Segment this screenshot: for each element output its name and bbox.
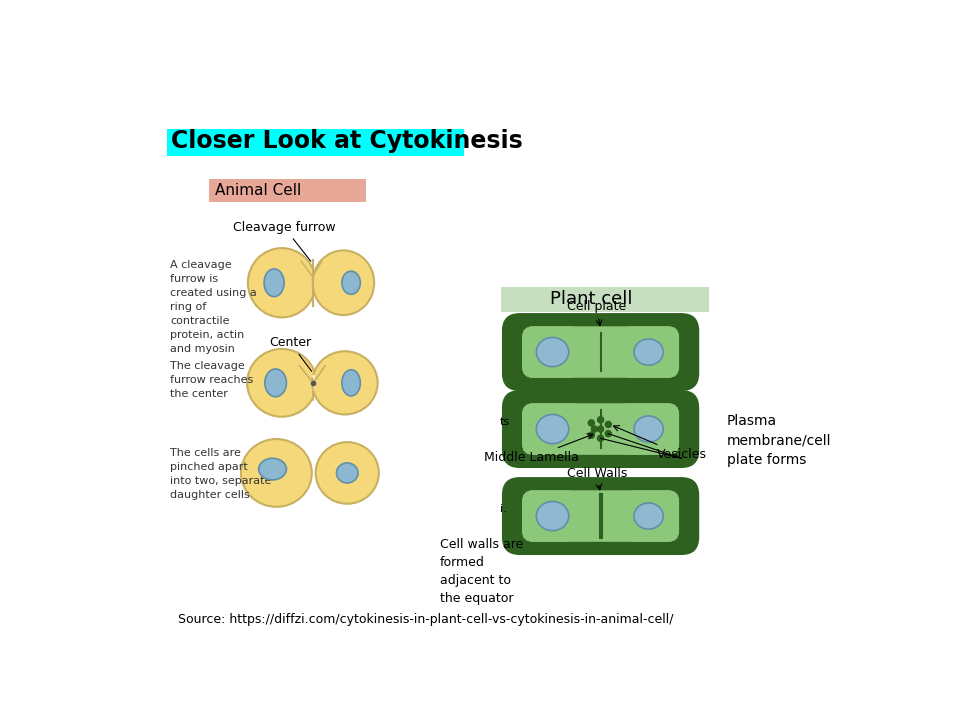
Circle shape xyxy=(597,426,604,432)
FancyBboxPatch shape xyxy=(597,488,632,544)
Circle shape xyxy=(588,432,594,438)
Text: Source: https://diffzi.com/cytokinesis-in-plant-cell-vs-cytokinesis-in-animal-ce: Source: https://diffzi.com/cytokinesis-i… xyxy=(178,613,673,626)
FancyBboxPatch shape xyxy=(502,477,699,555)
FancyBboxPatch shape xyxy=(598,403,628,455)
Text: A cleavage
furrow is
created using a
ring of
contractile
protein, actin
and myos: A cleavage furrow is created using a rin… xyxy=(170,260,257,354)
Text: Cell plate: Cell plate xyxy=(567,300,626,325)
Ellipse shape xyxy=(258,459,286,480)
Ellipse shape xyxy=(264,269,284,297)
Ellipse shape xyxy=(336,463,358,483)
Circle shape xyxy=(605,421,612,428)
FancyBboxPatch shape xyxy=(570,488,604,544)
Ellipse shape xyxy=(248,248,316,318)
FancyBboxPatch shape xyxy=(522,403,679,455)
Text: Vesicles: Vesicles xyxy=(613,426,707,462)
Text: The cells are
pinched apart
into two, separate
daughter cells: The cells are pinched apart into two, se… xyxy=(170,449,272,500)
Ellipse shape xyxy=(342,271,360,294)
Ellipse shape xyxy=(537,338,568,366)
Text: Middle Lamella: Middle Lamella xyxy=(484,433,593,464)
FancyBboxPatch shape xyxy=(574,403,603,455)
Ellipse shape xyxy=(634,416,663,442)
Ellipse shape xyxy=(265,369,286,397)
FancyBboxPatch shape xyxy=(501,287,709,312)
Text: ts: ts xyxy=(500,417,510,427)
Text: i.: i. xyxy=(500,504,507,514)
Text: Plant cell: Plant cell xyxy=(550,290,633,308)
FancyBboxPatch shape xyxy=(167,129,464,156)
Text: Closer Look at Cytokinesis: Closer Look at Cytokinesis xyxy=(171,129,522,153)
Ellipse shape xyxy=(241,439,312,507)
Circle shape xyxy=(597,417,604,423)
Text: Animal Cell: Animal Cell xyxy=(215,183,301,198)
FancyBboxPatch shape xyxy=(597,324,628,380)
Text: Center: Center xyxy=(269,336,312,372)
FancyBboxPatch shape xyxy=(522,403,679,455)
Ellipse shape xyxy=(634,503,663,529)
Ellipse shape xyxy=(537,415,568,444)
Text: Cell Walls: Cell Walls xyxy=(566,467,627,490)
FancyBboxPatch shape xyxy=(522,490,679,542)
FancyBboxPatch shape xyxy=(573,324,604,380)
FancyBboxPatch shape xyxy=(208,179,367,202)
Circle shape xyxy=(588,420,594,426)
FancyBboxPatch shape xyxy=(522,326,679,378)
FancyBboxPatch shape xyxy=(522,490,679,542)
Ellipse shape xyxy=(313,251,374,315)
Ellipse shape xyxy=(247,349,317,417)
FancyBboxPatch shape xyxy=(502,313,699,391)
Ellipse shape xyxy=(316,442,379,504)
Ellipse shape xyxy=(537,501,568,531)
FancyBboxPatch shape xyxy=(502,390,699,468)
Ellipse shape xyxy=(342,370,360,396)
Ellipse shape xyxy=(634,339,663,365)
Text: Plasma
membrane/cell
plate forms: Plasma membrane/cell plate forms xyxy=(727,414,831,467)
Circle shape xyxy=(605,431,612,437)
FancyBboxPatch shape xyxy=(522,326,679,378)
Circle shape xyxy=(597,435,604,441)
Text: Cell walls are
formed
adjacent to
the equator: Cell walls are formed adjacent to the eq… xyxy=(440,538,523,605)
Ellipse shape xyxy=(312,351,377,415)
Circle shape xyxy=(591,426,597,432)
Text: Cleavage furrow: Cleavage furrow xyxy=(232,221,335,261)
Text: The cleavage
furrow reaches
the center: The cleavage furrow reaches the center xyxy=(170,361,253,400)
